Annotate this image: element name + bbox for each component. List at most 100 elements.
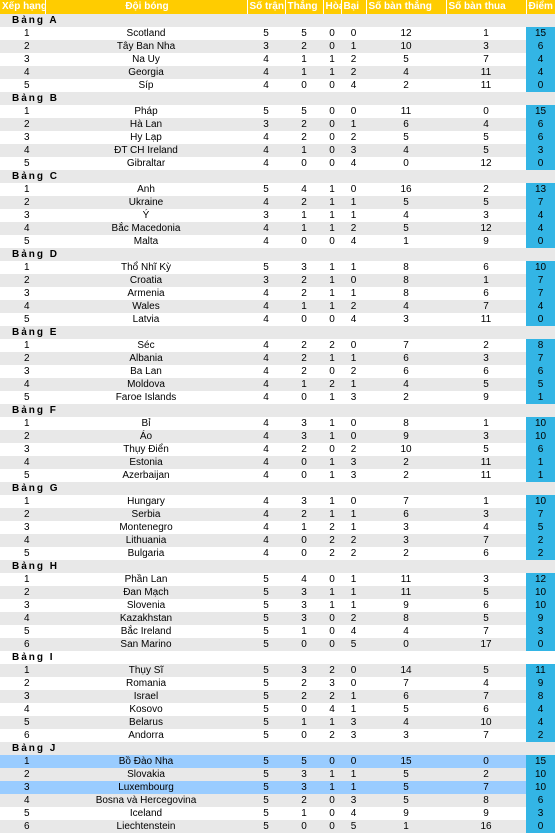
won-cell: 3	[285, 586, 323, 599]
lost-cell: 2	[350, 548, 357, 559]
lost-cell: 4	[350, 808, 357, 819]
team-cell: Ý	[142, 210, 150, 221]
won-cell: 0	[301, 236, 307, 247]
points-cell: 10	[526, 768, 555, 781]
drawn-cell: 0	[323, 40, 341, 53]
lost-cell: 0	[341, 274, 366, 287]
table-row: 2 Romania 5 2 3 0 7 4 9	[0, 677, 555, 690]
lost-cell: 1	[341, 768, 366, 781]
played-cell: 4	[263, 340, 269, 351]
played-cell: 4	[263, 548, 269, 559]
team-cell: Albania	[45, 352, 247, 365]
drawn-cell: 1	[323, 352, 341, 365]
rank-cell: 2	[0, 196, 45, 209]
goals-for-cell: 8	[403, 262, 409, 273]
goals-against-cell: 5	[446, 144, 526, 157]
points-cell: 3	[526, 807, 555, 820]
won-cell: 2	[285, 508, 323, 521]
goals-for-cell: 10	[400, 444, 412, 455]
drawn-cell: 0	[329, 80, 335, 91]
lost-cell: 3	[350, 392, 357, 403]
rank-cell: 5	[24, 626, 30, 637]
goals-for-cell: 6	[403, 366, 409, 377]
played-cell: 4	[247, 144, 285, 157]
drawn-cell: 1	[323, 768, 341, 781]
drawn-cell: 2	[323, 378, 341, 391]
lost-cell: 3	[341, 144, 366, 157]
goals-for-cell: 8	[403, 418, 409, 429]
played-cell: 5	[247, 638, 285, 651]
points-cell: 10	[526, 430, 555, 443]
group-label: Bảng G	[0, 482, 555, 495]
points-cell: 1	[526, 456, 555, 469]
drawn-cell: 0	[329, 444, 335, 455]
drawn-cell: 0	[329, 574, 335, 585]
team-cell: Hungary	[127, 496, 165, 507]
table-row: 2 Đan Mạch 5 3 1 1 11 5 10	[0, 586, 555, 599]
goals-for-cell: 5	[403, 54, 409, 65]
group-label: Bảng D	[0, 248, 555, 261]
goals-for-cell: 5	[403, 704, 409, 715]
lost-cell: 3	[341, 456, 366, 469]
points-cell: 1	[526, 469, 555, 482]
team-cell: Malta	[133, 236, 159, 247]
won-cell: 0	[301, 470, 307, 481]
lost-cell: 3	[341, 794, 366, 807]
table-row: 1 Thổ Nhĩ Kỳ 5 3 1 1 8 6 10	[0, 261, 555, 274]
group-header-row: Bảng E	[0, 326, 555, 339]
goals-for-cell: 14	[366, 664, 446, 677]
team-cell: Thụy Điển	[123, 444, 169, 455]
table-header-row: Xếp hạng Đội bóng Số trận Thắng Hòa Bại …	[0, 0, 555, 14]
table-row: 3 Ý 3 1 1 1 4 3 4	[0, 209, 555, 222]
drawn-cell: 1	[329, 288, 335, 299]
goals-against-cell: 5	[483, 132, 489, 143]
team-cell: Phần Lan	[124, 574, 168, 585]
won-cell: 3	[301, 496, 307, 507]
drawn-cell: 0	[323, 820, 341, 833]
points-cell: 7	[526, 352, 555, 365]
won-cell: 3	[285, 781, 323, 794]
team-cell: Bỉ	[141, 418, 151, 429]
table-row: 3 Na Uy 4 1 1 2 5 7 4	[0, 53, 555, 66]
goals-against-cell: 6	[483, 548, 489, 559]
lost-cell: 4	[350, 80, 357, 91]
points-cell: 0	[526, 313, 555, 326]
table-row: 2 Ukraine 4 2 1 1 5 5 7	[0, 196, 555, 209]
drawn-cell: 2	[329, 730, 335, 741]
header-goals-against: Số bàn thua	[446, 0, 527, 14]
rank-cell: 1	[24, 496, 30, 507]
points-cell: 4	[526, 209, 555, 222]
won-cell: 4	[301, 184, 307, 195]
won-cell: 1	[285, 716, 323, 729]
points-cell: 9	[526, 612, 555, 625]
played-cell: 3	[247, 118, 285, 131]
header-drawn: Hòa	[323, 0, 342, 14]
points-cell: 15	[526, 105, 555, 118]
won-cell: 5	[301, 106, 307, 117]
rank-cell: 2	[0, 586, 45, 599]
rank-cell: 3	[24, 522, 30, 533]
points-cell: 10	[526, 495, 555, 508]
won-cell: 0	[301, 158, 307, 169]
rank-cell: 1	[0, 755, 45, 768]
goals-for-cell: 3	[403, 314, 409, 325]
won-cell: 1	[301, 522, 307, 533]
drawn-cell: 1	[323, 781, 341, 794]
goals-for-cell: 9	[366, 430, 446, 443]
goals-against-cell: 9	[483, 808, 489, 819]
points-cell: 11	[526, 664, 555, 677]
drawn-cell: 0	[323, 118, 341, 131]
table-row: 3 Ba Lan 4 2 0 2 6 6 6	[0, 365, 555, 378]
table-row: 2 Áo 4 3 1 0 9 3 10	[0, 430, 555, 443]
table-row: 4 Georgia 4 1 1 2 4 11 4	[0, 66, 555, 79]
goals-for-cell: 4	[366, 144, 446, 157]
drawn-cell: 0	[329, 28, 335, 39]
table-row: 3 Montenegro 4 1 2 1 3 4 5	[0, 521, 555, 534]
points-cell: 15	[526, 27, 555, 40]
points-cell: 7	[526, 287, 555, 300]
goals-against-cell: 7	[483, 730, 489, 741]
rank-cell: 5	[0, 716, 45, 729]
goals-against-cell: 11	[480, 314, 492, 325]
rank-cell: 3	[0, 690, 45, 703]
rank-cell: 1	[24, 28, 30, 39]
